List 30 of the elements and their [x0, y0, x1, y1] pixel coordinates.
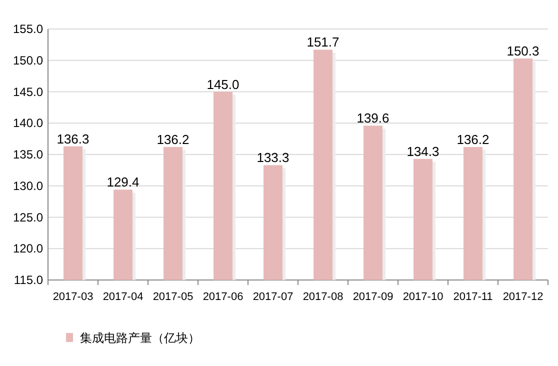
- legend: 集成电路产量（亿块）: [66, 331, 200, 345]
- y-tick-label: 140.0: [12, 116, 44, 130]
- x-tick-label: 2017-09: [352, 291, 394, 303]
- data-label: 136.2: [456, 132, 490, 147]
- y-tick-label: 150.0: [12, 53, 44, 68]
- data-label: 136.3: [56, 131, 90, 146]
- y-tick-label: 120.0: [12, 242, 44, 256]
- x-tick-label: 2017-04: [102, 291, 144, 303]
- y-tick-label: 125.0: [12, 210, 44, 224]
- y-tick-label: 115.0: [14, 273, 44, 287]
- x-tick-label: 2017-11: [453, 291, 493, 303]
- x-tick-label: 2017-06: [202, 291, 244, 303]
- x-tick-label: 2017-08: [302, 291, 344, 303]
- x-tick-label: 2017-05: [152, 291, 194, 303]
- x-tick-label: 2017-03: [52, 291, 94, 303]
- data-label: 133.3: [256, 150, 290, 166]
- x-tick-label: 2017-10: [402, 291, 444, 303]
- x-tick-label: 2017-07: [252, 291, 294, 303]
- data-label: 136.2: [156, 132, 190, 147]
- x-tick-label: 2017-12: [502, 291, 544, 303]
- data-label: 139.6: [356, 110, 390, 126]
- y-tick-label: 135.0: [12, 148, 44, 162]
- data-label: 145.0: [206, 76, 240, 92]
- y-tick-label: 155.0: [12, 22, 44, 36]
- data-label: 150.3: [506, 43, 540, 58]
- y-tick-label: 145.0: [12, 84, 44, 99]
- data-label: 134.3: [406, 144, 440, 159]
- data-label: 151.7: [306, 34, 340, 50]
- data-label: 129.4: [106, 174, 140, 190]
- y-tick-label: 130.0: [12, 178, 44, 193]
